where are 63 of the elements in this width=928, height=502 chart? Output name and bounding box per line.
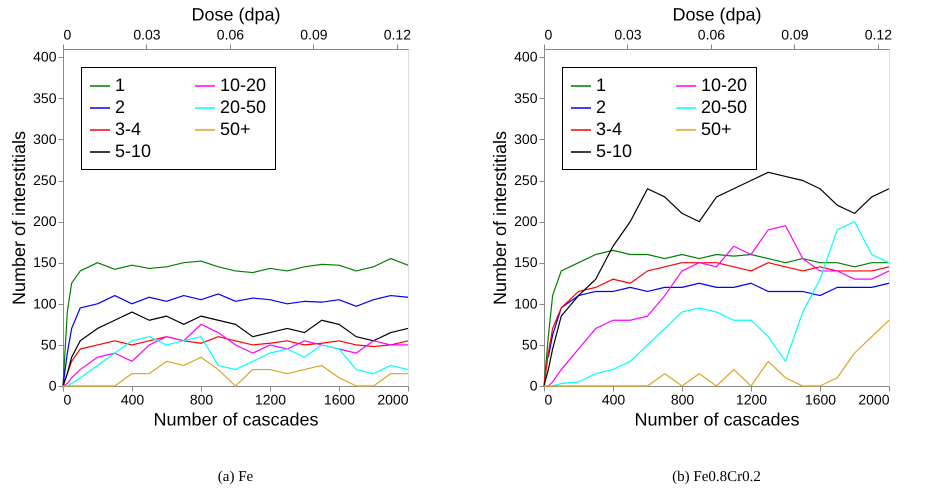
legend-label: 5-10 <box>115 141 152 161</box>
y-tick-label: 100 <box>514 295 538 312</box>
x2-tick-label: 0.06 <box>698 26 726 42</box>
x-tick-label: 0 <box>544 392 552 408</box>
x-axis-title: Number of cascades <box>153 410 319 430</box>
y-tick-label: 50 <box>40 336 57 352</box>
x-tick-label: 1600 <box>324 392 356 408</box>
y-tick-label: 400 <box>514 48 538 65</box>
legend-label: 2 <box>596 97 606 117</box>
x2-tick-label: 0 <box>64 26 72 42</box>
y-tick-label: 350 <box>33 90 57 106</box>
legend-label: 3-4 <box>596 119 622 139</box>
y-tick-label: 150 <box>514 254 538 270</box>
text: (a) Fe <box>218 469 254 485</box>
x-tick-label: 2000 <box>377 392 409 408</box>
y-tick-label: 350 <box>514 90 538 106</box>
y-tick-label: 300 <box>514 130 538 147</box>
legend-label: 20-50 <box>701 97 748 117</box>
y-tick-label: 400 <box>33 48 57 65</box>
legend-label: 3-4 <box>115 119 142 139</box>
y-tick-label: 200 <box>514 213 538 230</box>
y-tick-label: 0 <box>530 378 538 394</box>
x-tick-label: 400 <box>120 392 144 408</box>
x2-tick-label: 0.12 <box>384 26 412 42</box>
x-tick-label: 1200 <box>736 392 768 408</box>
legend-label: 5-10 <box>596 141 632 161</box>
legend-label: 10-20 <box>220 75 266 95</box>
y-tick-label: 150 <box>33 254 57 270</box>
x-tick-label: 1200 <box>254 392 286 408</box>
x-tick-label: 2000 <box>858 392 890 408</box>
legend-label: 1 <box>596 75 606 95</box>
y-axis-title: Number of interstitials <box>490 130 510 306</box>
line-series <box>548 282 890 358</box>
x-tick-label: 800 <box>670 392 694 408</box>
x2-axis-title: Dose (dpa) <box>191 4 281 24</box>
x2-tick-label: 0.09 <box>781 26 809 42</box>
legend-label: 1 <box>115 75 126 95</box>
x2-tick-label: 0.03 <box>614 26 642 42</box>
y-tick-label: 100 <box>33 295 57 312</box>
legend-label: 10-20 <box>701 75 748 95</box>
y-tick-label: 250 <box>514 172 538 188</box>
y-tick-label: 50 <box>522 336 538 352</box>
x-axis-title: Number of cascades <box>634 410 800 430</box>
text: (b) Fe0.8Cr0.2 <box>672 469 761 485</box>
x2-axis-title: Dose (dpa) <box>672 4 762 24</box>
x2-tick-label: 0.06 <box>216 26 244 42</box>
x2-tick-label: 0.09 <box>300 26 328 42</box>
x-tick-label: 800 <box>190 392 214 408</box>
legend-label: 50+ <box>701 119 732 139</box>
legend-label: 50+ <box>220 119 251 139</box>
x-tick-label: 1600 <box>804 392 836 408</box>
y-tick-label: 250 <box>33 172 57 188</box>
x2-tick-label: 0 <box>544 26 552 42</box>
x-tick-label: 400 <box>602 392 626 408</box>
y-tick-label: 300 <box>33 130 57 147</box>
x2-tick-label: 0.03 <box>133 26 161 42</box>
legend-label: 2 <box>115 97 126 117</box>
x-tick-label: 0 <box>64 392 72 408</box>
legend-label: 20-50 <box>220 97 266 117</box>
y-tick-label: 200 <box>33 213 57 230</box>
y-tick-label: 0 <box>48 378 57 394</box>
x2-tick-label: 0.12 <box>864 26 892 42</box>
y-axis-title: Number of interstitials <box>9 130 30 306</box>
